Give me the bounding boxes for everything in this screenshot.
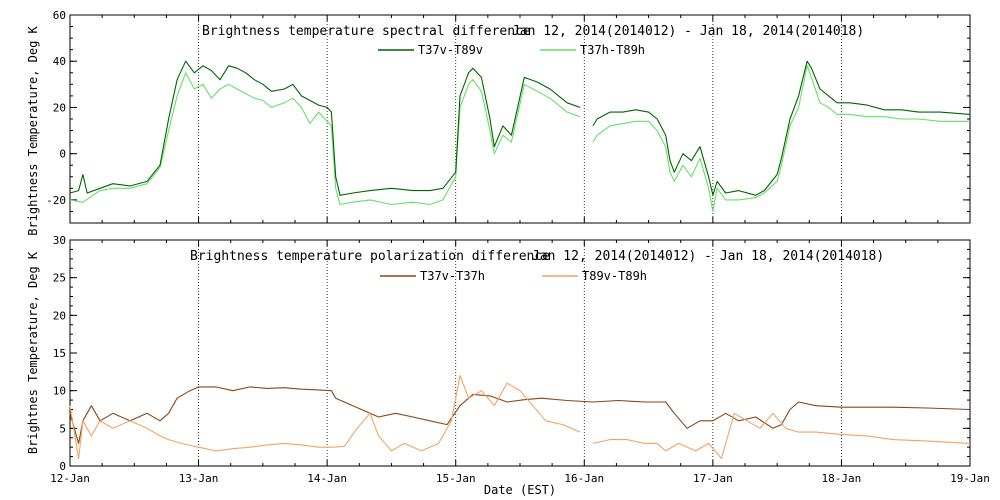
polarization-lines [69, 375, 971, 460]
y-tick-label: 0 [59, 148, 66, 161]
x-axis-label: Date (EST) [484, 483, 556, 497]
y-tick-label: 5 [59, 422, 66, 435]
y-tick-label: 15 [53, 347, 66, 360]
spectral-title: Brightness temperature spectral differen… [202, 24, 531, 39]
legend-label-t37h-t89h: T37h-T89h [580, 43, 645, 57]
polarization-legend: T37v-T37h T89v-T89h [380, 269, 647, 283]
y-tick-label: 30 [53, 234, 66, 247]
polarization-title: Brightness temperature polarization diff… [190, 249, 550, 264]
polarization-difference-panel: 0 5 10 15 20 25 30 12-Jan 13-Jan 14-Jan 15-Jan 16-… [26, 234, 990, 485]
spectral-difference-panel: -20 0 20 40 60 Brightness temperature spectr… [26, 9, 971, 236]
x-tick-label: 16-Jan [564, 472, 604, 485]
y-tick-label: 40 [53, 55, 66, 68]
spectral-y-axis-label: Brightness Temperature, Deg K [26, 25, 40, 235]
x-tick-label: 14-Jan [307, 472, 347, 485]
spectral-date-range: Jan 12, 2014(2014012) - Jan 18, 2014(201… [512, 24, 864, 39]
x-tick-label: 15-Jan [436, 472, 476, 485]
y-tick-label: -20 [46, 194, 66, 207]
series-line-t37v-t89v [69, 60, 971, 196]
polarization-plot-frame [69, 239, 971, 467]
spectral-legend: T37v-T89v T37h-T89h [378, 43, 645, 57]
spectral-plot-frame [69, 14, 971, 224]
polarization-y-axis-label: Brightnes Temperature, Deg K [26, 251, 40, 454]
spectral-lines [69, 60, 971, 212]
y-tick-label: 20 [53, 309, 66, 322]
x-tick-label: 13-Jan [179, 472, 219, 485]
series-line-t89v-t89h [69, 375, 971, 460]
series-line-t37v-t37h [69, 386, 971, 444]
polarization-x-ticks: 12-Jan 13-Jan 14-Jan 15-Jan 16-Jan 17-Jan 18-J… [50, 240, 990, 485]
legend-label-t37v-t89v: T37v-T89v [418, 43, 483, 57]
series-line-t37h-t89h [69, 65, 970, 212]
y-tick-label: 20 [53, 101, 66, 114]
x-tick-label: 17-Jan [693, 472, 733, 485]
x-tick-label: 12-Jan [50, 472, 90, 485]
spectral-x-ticks [69, 15, 971, 223]
legend-label-t37v-t37h: T37v-T37h [420, 269, 485, 283]
polarization-date-range: Jan 12, 2014(2014012) - Jan 18, 2014(201… [532, 249, 884, 264]
polarization-y-ticks: 0 5 10 15 20 25 30 [53, 234, 970, 473]
polarization-grid [198, 240, 842, 466]
legend-label-t89v-t89h: T89v-T89h [582, 269, 647, 283]
x-tick-label: 18-Jan [822, 472, 862, 485]
y-tick-label: 0 [59, 460, 66, 473]
spectral-y-ticks: -20 0 20 40 60 [46, 9, 970, 224]
y-tick-label: 10 [53, 385, 66, 398]
y-tick-label: 25 [53, 272, 66, 285]
x-tick-label: 19-Jan [950, 472, 990, 485]
y-tick-label: 60 [53, 9, 66, 22]
